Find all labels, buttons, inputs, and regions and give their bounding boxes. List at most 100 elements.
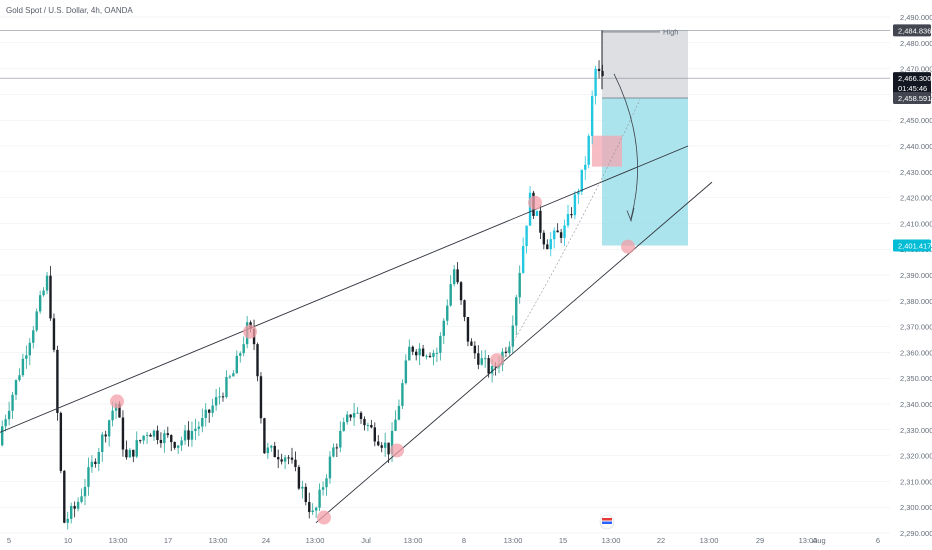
candle-body <box>11 394 14 411</box>
candle-body <box>214 397 218 406</box>
candle-body <box>273 445 276 458</box>
candle <box>42 287 45 297</box>
candle <box>32 325 35 349</box>
candle <box>521 237 525 274</box>
candle <box>190 421 194 447</box>
candle-body <box>7 410 11 420</box>
candle-body <box>204 409 207 418</box>
candle-body <box>297 467 301 489</box>
candle <box>318 483 321 512</box>
candle-body <box>508 346 511 353</box>
candle-body <box>194 428 197 431</box>
price-tick-label: 2,380.000 <box>900 297 932 306</box>
price-tick-label: 2,370.000 <box>900 323 932 332</box>
logo-bar-blue <box>602 521 612 524</box>
stop-loss-zone <box>602 30 688 99</box>
candle-body <box>321 487 325 490</box>
drawings: High <box>0 27 890 530</box>
price-tick-label: 2,410.000 <box>900 219 932 228</box>
candle <box>266 442 270 459</box>
candle <box>473 341 477 359</box>
candle-body <box>546 244 549 250</box>
target-price-tag: 2,401.417 <box>893 239 931 252</box>
touch-marker <box>528 195 542 210</box>
candle <box>401 379 404 409</box>
candle-body <box>435 352 439 354</box>
candle <box>342 417 345 432</box>
candle <box>377 435 380 447</box>
candle-body <box>121 417 125 450</box>
support-trendline <box>315 181 713 524</box>
candle-body <box>145 434 149 436</box>
candle-body <box>456 269 459 283</box>
candle-body <box>301 486 304 489</box>
candle-body <box>208 409 211 413</box>
candle <box>149 433 152 437</box>
candle-body <box>263 418 266 454</box>
candle <box>101 431 104 462</box>
candle-body <box>428 355 432 357</box>
high-price-tag-bg <box>893 24 931 37</box>
candle-body <box>80 496 83 502</box>
candle-body <box>432 352 435 357</box>
time-tick-label: 15 <box>559 536 567 545</box>
candle <box>183 424 187 445</box>
candle-body <box>101 434 104 452</box>
candle <box>142 435 145 445</box>
candle-body <box>139 440 142 442</box>
candle-body <box>242 344 245 354</box>
time-tick-label: Aug <box>812 536 825 545</box>
candle-body <box>470 341 473 346</box>
candle-body <box>56 349 59 413</box>
take-profit-zone <box>602 98 688 246</box>
candle-body <box>76 501 80 509</box>
candle-body <box>587 135 590 165</box>
candle-body <box>577 191 580 195</box>
candle-body <box>325 478 328 488</box>
candle-body <box>70 506 73 519</box>
candle <box>125 440 128 460</box>
candle <box>328 451 332 484</box>
candle <box>59 411 63 474</box>
candle <box>166 426 169 438</box>
candle <box>349 414 352 422</box>
candle <box>163 429 166 453</box>
candle <box>456 262 459 285</box>
time-axis[interactable]: 5 10 13:00 17 13:00 24 13:00 Jul 13:00 8 13:00 15 13… <box>7 536 880 545</box>
candle <box>542 230 546 250</box>
candle-body <box>259 376 263 419</box>
candle <box>21 353 25 378</box>
projection-arrowhead <box>626 207 635 223</box>
candle <box>439 332 442 361</box>
entry-price-tag-bg <box>893 92 931 105</box>
candle <box>90 455 94 473</box>
candle-body <box>142 435 145 441</box>
touch-marker <box>110 394 124 409</box>
candle <box>221 392 225 402</box>
price-tick-label: 2,390.000 <box>900 271 932 280</box>
candle-body <box>270 445 273 448</box>
candle <box>239 351 242 363</box>
candle <box>28 338 31 366</box>
candle <box>304 483 307 506</box>
candle-body <box>421 348 425 357</box>
candle-body <box>66 518 69 523</box>
candle-body <box>466 317 470 342</box>
candle-body <box>373 427 376 442</box>
candle <box>4 414 7 432</box>
candle <box>38 290 42 314</box>
candle-body <box>518 272 521 298</box>
candle <box>197 421 201 437</box>
candle <box>380 442 383 453</box>
candle <box>363 416 366 431</box>
candle <box>66 511 69 530</box>
candle-body <box>128 449 132 458</box>
candle <box>421 344 425 357</box>
candle <box>301 480 304 499</box>
candle <box>504 347 508 357</box>
price-tick-label: 2,450.000 <box>900 116 932 125</box>
time-tick-label: 13:00 <box>109 536 128 545</box>
candle-body <box>173 442 176 448</box>
